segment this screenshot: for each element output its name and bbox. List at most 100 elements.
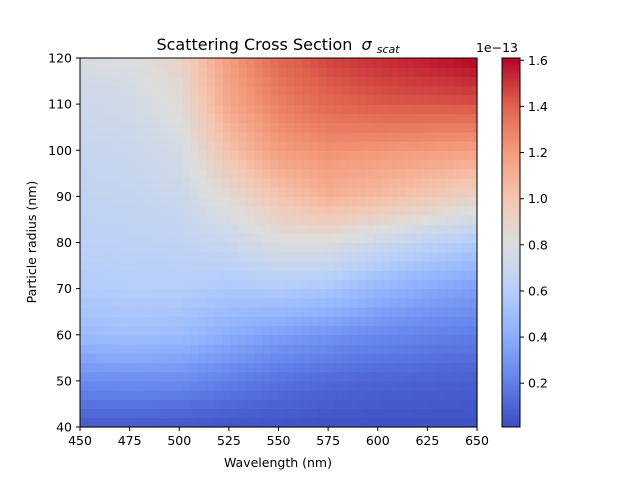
heatmap-cell bbox=[365, 242, 375, 253]
heatmap-cell bbox=[349, 316, 359, 327]
heatmap-cell bbox=[381, 334, 391, 345]
heatmap-cell bbox=[103, 325, 113, 336]
heatmap-cell bbox=[349, 187, 359, 197]
heatmap-cell bbox=[318, 113, 327, 124]
heatmap-cell bbox=[222, 159, 232, 170]
heatmap-cell bbox=[397, 177, 407, 188]
heatmap-cell bbox=[159, 168, 168, 179]
heatmap-cell bbox=[453, 343, 462, 354]
heatmap-cell bbox=[135, 390, 145, 400]
heatmap-cell bbox=[230, 307, 240, 317]
heatmap-cell bbox=[326, 224, 335, 234]
heatmap-cell bbox=[413, 141, 423, 151]
heatmap-cell bbox=[334, 168, 343, 179]
heatmap-cell bbox=[461, 141, 470, 151]
heatmap-cell bbox=[326, 251, 335, 262]
heatmap-cell bbox=[183, 260, 192, 271]
heatmap-cell bbox=[199, 205, 208, 216]
heatmap-cell bbox=[357, 113, 367, 124]
heatmap-cell bbox=[310, 408, 319, 419]
heatmap-cell bbox=[230, 150, 240, 161]
heatmap-cell bbox=[143, 177, 153, 188]
heatmap-cell bbox=[286, 334, 295, 345]
x-tick-label: 550 bbox=[267, 433, 291, 448]
heatmap-cell bbox=[373, 251, 383, 262]
heatmap-cell bbox=[191, 307, 200, 317]
heatmap-cell bbox=[453, 371, 462, 382]
heatmap-cell bbox=[437, 131, 446, 142]
heatmap-cell bbox=[397, 371, 407, 382]
heatmap-cell bbox=[95, 399, 105, 410]
y-tick-label: 80 bbox=[56, 235, 72, 250]
heatmap-cell bbox=[159, 150, 168, 161]
heatmap-cell bbox=[270, 408, 280, 419]
heatmap-cell bbox=[349, 260, 359, 271]
heatmap-cell bbox=[381, 67, 391, 78]
heatmap-cell bbox=[167, 316, 176, 327]
heatmap-cell bbox=[421, 76, 430, 87]
heatmap-cell bbox=[238, 122, 248, 133]
heatmap-cell bbox=[183, 362, 192, 373]
heatmap-cell bbox=[310, 187, 319, 197]
heatmap-cell bbox=[421, 334, 430, 345]
heatmap-cell bbox=[127, 334, 137, 345]
heatmap-cell bbox=[262, 399, 272, 410]
heatmap-cell bbox=[389, 58, 399, 68]
heatmap-cell bbox=[103, 242, 113, 253]
heatmap-cell bbox=[365, 399, 375, 410]
heatmap-cell bbox=[389, 279, 399, 290]
heatmap-cell bbox=[143, 362, 153, 373]
heatmap-cell bbox=[445, 205, 454, 216]
heatmap-cell bbox=[167, 67, 176, 78]
heatmap-cell bbox=[103, 85, 113, 96]
heatmap-cell bbox=[310, 196, 319, 207]
heatmap-cell bbox=[143, 131, 153, 142]
heatmap-cell bbox=[429, 214, 438, 225]
heatmap-cell bbox=[199, 58, 208, 68]
heatmap-cell bbox=[151, 214, 160, 225]
heatmap-cell bbox=[405, 371, 415, 382]
heatmap-cell bbox=[270, 390, 280, 400]
heatmap-cell bbox=[302, 141, 311, 151]
heatmap-cell bbox=[342, 113, 351, 124]
heatmap-cell bbox=[373, 260, 383, 271]
heatmap-cell bbox=[159, 325, 168, 336]
heatmap-cell bbox=[342, 399, 351, 410]
heatmap-cell bbox=[254, 177, 264, 188]
heatmap-cell bbox=[294, 325, 303, 336]
heatmap-cell bbox=[445, 113, 454, 124]
heatmap-cell bbox=[389, 362, 399, 373]
heatmap-cell bbox=[238, 371, 248, 382]
heatmap-cell bbox=[183, 113, 192, 124]
heatmap-cell bbox=[111, 242, 121, 253]
heatmap-cell bbox=[111, 122, 121, 133]
heatmap-cell bbox=[357, 141, 367, 151]
heatmap-cell bbox=[87, 85, 97, 96]
heatmap-cell bbox=[413, 353, 423, 364]
heatmap-cell bbox=[334, 362, 343, 373]
heatmap-cell bbox=[183, 131, 192, 142]
heatmap-cell bbox=[87, 334, 97, 345]
heatmap-cell bbox=[373, 67, 383, 78]
heatmap-cell bbox=[230, 233, 240, 244]
heatmap-cell bbox=[389, 67, 399, 78]
heatmap-cell bbox=[437, 371, 446, 382]
heatmap-cell bbox=[238, 288, 248, 299]
heatmap-cell bbox=[286, 408, 295, 419]
heatmap-cell bbox=[461, 85, 470, 96]
heatmap-cell bbox=[246, 334, 256, 345]
heatmap-cell bbox=[262, 113, 272, 124]
heatmap-cell bbox=[429, 334, 438, 345]
heatmap-cell bbox=[469, 85, 478, 96]
heatmap-cell bbox=[262, 94, 272, 105]
heatmap-cell bbox=[119, 233, 129, 244]
heatmap-cell bbox=[334, 196, 343, 207]
heatmap-cell bbox=[381, 224, 391, 234]
heatmap-cell bbox=[183, 214, 192, 225]
heatmap-cell bbox=[437, 224, 446, 234]
heatmap-cell bbox=[87, 141, 97, 151]
heatmap-cell bbox=[453, 233, 462, 244]
heatmap-cell bbox=[349, 76, 359, 87]
heatmap-cell bbox=[302, 168, 311, 179]
